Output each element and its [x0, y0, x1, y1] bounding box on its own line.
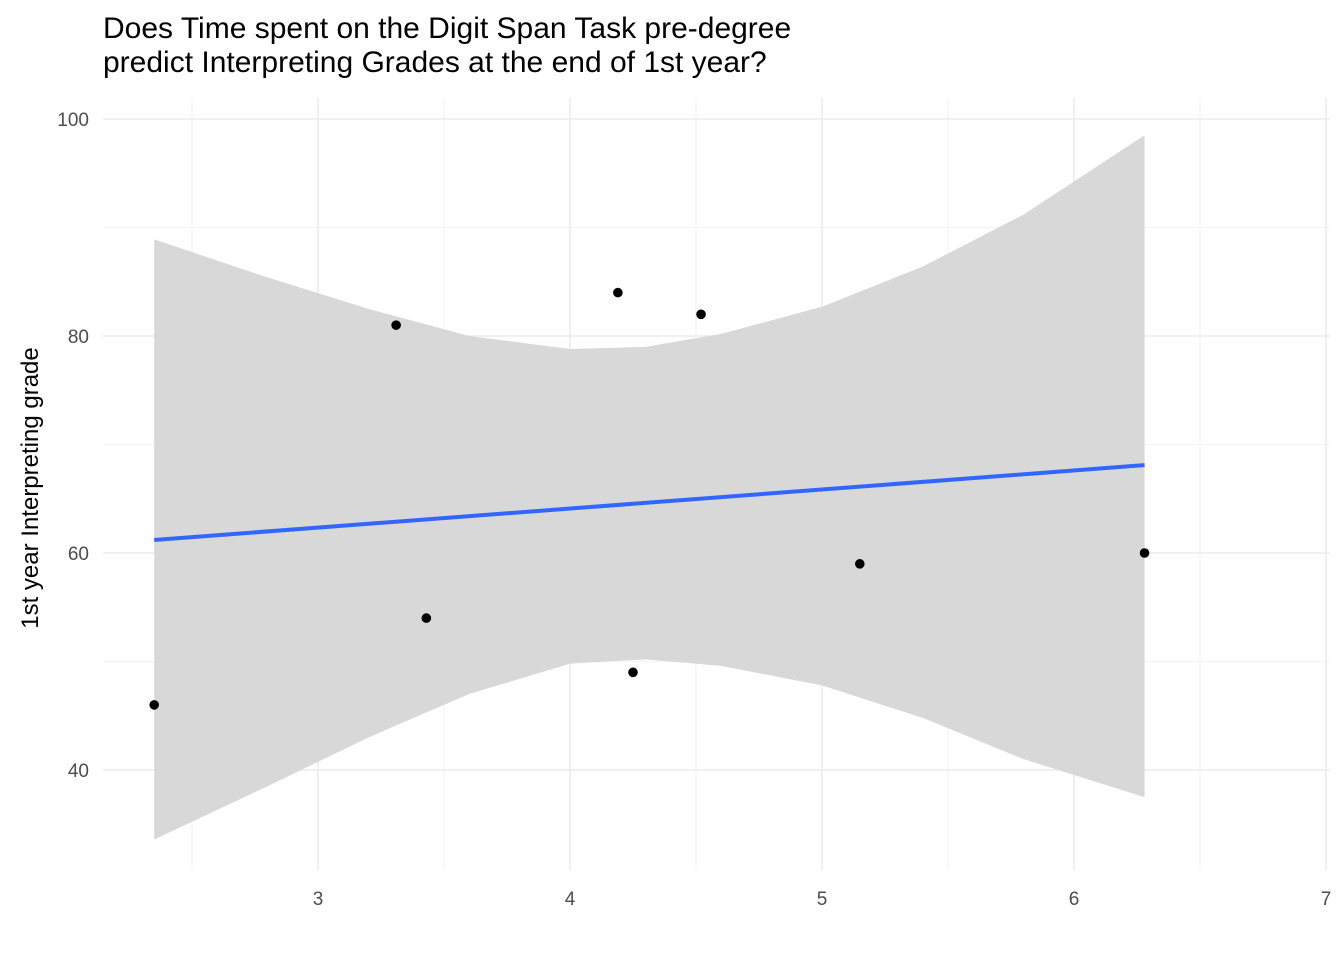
y-tick-label: 100: [57, 110, 89, 131]
data-point: [696, 309, 706, 320]
chart-title: Does Time spent on the Digit Span Task p…: [103, 12, 792, 79]
y-axis-title: 1st year Interpreting grade: [17, 347, 44, 629]
x-tick-label: 6: [1069, 889, 1080, 910]
y-tick-label: 40: [68, 761, 89, 782]
data-point: [421, 613, 432, 623]
data-point: [391, 320, 401, 330]
confidence-band: [154, 135, 1145, 840]
x-tick-label: 5: [817, 889, 828, 910]
x-tick-label: 7: [1321, 889, 1332, 910]
data-point: [1139, 548, 1150, 558]
y-tick-label: 80: [68, 327, 89, 348]
data-point: [149, 700, 159, 710]
trend-line: [154, 463, 1145, 542]
x-tick-label: 4: [565, 889, 576, 910]
confidence-band-layer: [154, 135, 1145, 840]
tick-labels: 3 4 5 6 7 40 60 80 100: [57, 110, 1331, 910]
data-point: [855, 559, 865, 569]
trend-line-layer: [154, 463, 1145, 542]
x-tick-label: 3: [313, 889, 324, 910]
data-point: [628, 667, 638, 678]
data-points: [149, 287, 1150, 710]
y-tick-label: 60: [68, 544, 89, 565]
data-point: [613, 287, 623, 298]
